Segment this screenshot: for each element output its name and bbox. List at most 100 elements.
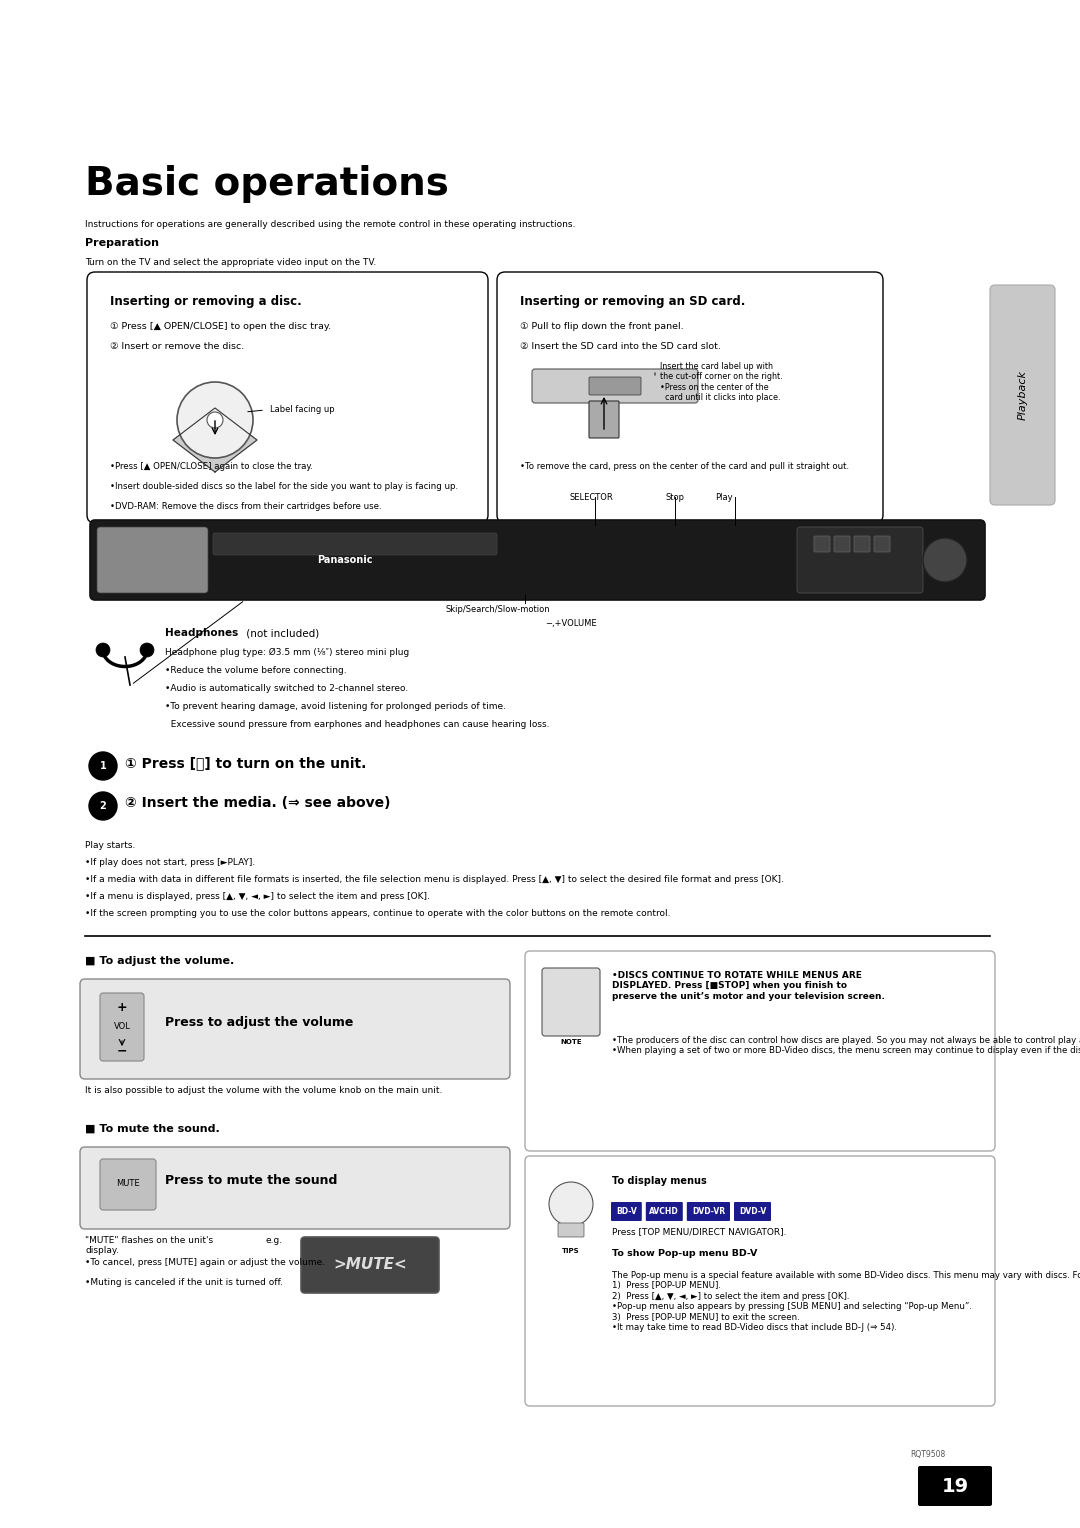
Text: •If play does not start, press [►PLAY].: •If play does not start, press [►PLAY]. xyxy=(85,859,255,866)
Text: •DVD-RAM: Remove the discs from their cartridges before use.: •DVD-RAM: Remove the discs from their ca… xyxy=(110,503,381,510)
FancyBboxPatch shape xyxy=(797,527,923,593)
Text: Playback: Playback xyxy=(1017,370,1027,420)
Text: Basic operations: Basic operations xyxy=(85,165,449,203)
Text: Skip/Search/Slow-motion: Skip/Search/Slow-motion xyxy=(445,605,550,614)
Text: •Reduce the volume before connecting.: •Reduce the volume before connecting. xyxy=(165,666,347,675)
Text: Instructions for operations are generally described using the remote control in : Instructions for operations are generall… xyxy=(85,220,576,229)
Text: 1: 1 xyxy=(99,761,106,772)
Circle shape xyxy=(89,752,117,779)
Text: Play starts.: Play starts. xyxy=(85,840,135,850)
FancyBboxPatch shape xyxy=(611,1203,642,1221)
FancyBboxPatch shape xyxy=(100,1160,156,1210)
Text: Insert the card label up with
the cut-off corner on the right.
•Press on the cen: Insert the card label up with the cut-of… xyxy=(660,362,783,402)
Circle shape xyxy=(923,538,967,582)
FancyBboxPatch shape xyxy=(542,969,600,1036)
FancyBboxPatch shape xyxy=(814,536,831,552)
FancyBboxPatch shape xyxy=(532,368,698,403)
Circle shape xyxy=(140,643,154,657)
Text: ② Insert the media. (⇒ see above): ② Insert the media. (⇒ see above) xyxy=(125,796,391,810)
FancyBboxPatch shape xyxy=(301,1238,438,1293)
FancyBboxPatch shape xyxy=(90,520,985,601)
Text: Turn on the TV and select the appropriate video input on the TV.: Turn on the TV and select the appropriat… xyxy=(85,258,376,267)
FancyBboxPatch shape xyxy=(80,979,510,1079)
FancyBboxPatch shape xyxy=(87,272,488,523)
Text: Panasonic: Panasonic xyxy=(318,555,373,565)
Circle shape xyxy=(177,382,253,458)
FancyBboxPatch shape xyxy=(100,993,144,1060)
FancyBboxPatch shape xyxy=(734,1203,771,1221)
Text: TIPS: TIPS xyxy=(563,1248,580,1254)
FancyBboxPatch shape xyxy=(80,1148,510,1229)
Text: •To prevent hearing damage, avoid listening for prolonged periods of time.: •To prevent hearing damage, avoid listen… xyxy=(165,701,507,711)
FancyBboxPatch shape xyxy=(918,1465,993,1507)
Text: ② Insert or remove the disc.: ② Insert or remove the disc. xyxy=(110,342,244,351)
Circle shape xyxy=(89,792,117,821)
Text: NOTE: NOTE xyxy=(561,1039,582,1045)
Text: "MUTE" flashes on the unit's
display.: "MUTE" flashes on the unit's display. xyxy=(85,1236,213,1256)
Circle shape xyxy=(207,413,222,428)
FancyBboxPatch shape xyxy=(646,1203,683,1221)
FancyBboxPatch shape xyxy=(874,536,890,552)
Text: DVD-V: DVD-V xyxy=(739,1207,766,1216)
FancyBboxPatch shape xyxy=(213,533,497,555)
Text: The Pop-up menu is a special feature available with some BD-Video discs. This me: The Pop-up menu is a special feature ava… xyxy=(612,1271,1080,1332)
Text: To display menus: To display menus xyxy=(612,1177,706,1186)
Text: Excessive sound pressure from earphones and headphones can cause hearing loss.: Excessive sound pressure from earphones … xyxy=(165,720,550,729)
Text: 19: 19 xyxy=(942,1476,969,1496)
FancyBboxPatch shape xyxy=(525,950,995,1151)
Text: Headphones: Headphones xyxy=(165,628,239,639)
Polygon shape xyxy=(173,408,257,472)
Circle shape xyxy=(96,643,110,657)
FancyBboxPatch shape xyxy=(525,1157,995,1406)
FancyBboxPatch shape xyxy=(589,400,619,439)
Text: ① Press [⏻] to turn on the unit.: ① Press [⏻] to turn on the unit. xyxy=(125,756,366,770)
FancyBboxPatch shape xyxy=(834,536,850,552)
Text: •If the screen prompting you to use the color buttons appears, continue to opera: •If the screen prompting you to use the … xyxy=(85,909,671,918)
Text: •If a media with data in different file formats is inserted, the file selection : •If a media with data in different file … xyxy=(85,876,784,885)
Text: •If a menu is displayed, press [▲, ▼, ◄, ►] to select the item and press [OK].: •If a menu is displayed, press [▲, ▼, ◄,… xyxy=(85,892,430,902)
Text: −: − xyxy=(117,1045,127,1057)
Text: −,+VOLUME: −,+VOLUME xyxy=(545,619,596,628)
Text: +: + xyxy=(117,1001,127,1015)
Text: To show Pop-up menu BD-V: To show Pop-up menu BD-V xyxy=(612,1248,757,1258)
Text: Headphone plug type: Ø3.5 mm (¹⁄₈″) stereo mini plug: Headphone plug type: Ø3.5 mm (¹⁄₈″) ster… xyxy=(165,648,409,657)
Text: •Muting is canceled if the unit is turned off.: •Muting is canceled if the unit is turne… xyxy=(85,1277,283,1287)
Text: Press to mute the sound: Press to mute the sound xyxy=(165,1174,337,1187)
Text: It is also possible to adjust the volume with the volume knob on the main unit.: It is also possible to adjust the volume… xyxy=(85,1086,443,1096)
Text: ■ To adjust the volume.: ■ To adjust the volume. xyxy=(85,957,234,966)
Text: Label facing up: Label facing up xyxy=(270,405,335,414)
Text: Inserting or removing a disc.: Inserting or removing a disc. xyxy=(110,295,301,309)
Text: (not included): (not included) xyxy=(243,628,320,639)
Text: •Audio is automatically switched to 2-channel stereo.: •Audio is automatically switched to 2-ch… xyxy=(165,685,408,694)
Text: •To remove the card, press on the center of the card and pull it straight out.: •To remove the card, press on the center… xyxy=(519,461,849,471)
Text: >MUTE<: >MUTE< xyxy=(333,1258,407,1273)
FancyBboxPatch shape xyxy=(990,286,1055,504)
FancyBboxPatch shape xyxy=(558,1222,584,1238)
Text: AVCHD: AVCHD xyxy=(649,1207,679,1216)
FancyBboxPatch shape xyxy=(687,1203,730,1221)
FancyBboxPatch shape xyxy=(589,377,642,396)
Text: •The producers of the disc can control how discs are played. So you may not alwa: •The producers of the disc can control h… xyxy=(612,1036,1080,1056)
FancyBboxPatch shape xyxy=(497,272,883,523)
Text: Play: Play xyxy=(715,494,732,503)
Text: Stop: Stop xyxy=(665,494,684,503)
Text: Press [TOP MENU/DIRECT NAVIGATOR].: Press [TOP MENU/DIRECT NAVIGATOR]. xyxy=(612,1227,786,1236)
Text: VOL: VOL xyxy=(113,1022,131,1031)
Text: 2: 2 xyxy=(99,801,106,811)
Circle shape xyxy=(549,1183,593,1225)
Text: •To cancel, press [MUTE] again or adjust the volume.: •To cancel, press [MUTE] again or adjust… xyxy=(85,1258,325,1267)
Text: •Press [▲ OPEN/CLOSE] again to close the tray.: •Press [▲ OPEN/CLOSE] again to close the… xyxy=(110,461,313,471)
Text: •Insert double-sided discs so the label for the side you want to play is facing : •Insert double-sided discs so the label … xyxy=(110,481,458,490)
Text: Press to adjust the volume: Press to adjust the volume xyxy=(165,1016,353,1028)
FancyBboxPatch shape xyxy=(97,527,208,593)
Text: DVD-VR: DVD-VR xyxy=(692,1207,725,1216)
Text: ② Insert the SD card into the SD card slot.: ② Insert the SD card into the SD card sl… xyxy=(519,342,720,351)
Text: Preparation: Preparation xyxy=(85,238,159,248)
FancyBboxPatch shape xyxy=(854,536,870,552)
Text: MUTE: MUTE xyxy=(117,1180,139,1189)
Text: Inserting or removing an SD card.: Inserting or removing an SD card. xyxy=(519,295,745,309)
Text: ■ To mute the sound.: ■ To mute the sound. xyxy=(85,1125,219,1134)
Text: ① Press [▲ OPEN/CLOSE] to open the disc tray.: ① Press [▲ OPEN/CLOSE] to open the disc … xyxy=(110,322,332,332)
Text: ① Pull to flip down the front panel.: ① Pull to flip down the front panel. xyxy=(519,322,684,332)
Text: BD-V: BD-V xyxy=(616,1207,637,1216)
